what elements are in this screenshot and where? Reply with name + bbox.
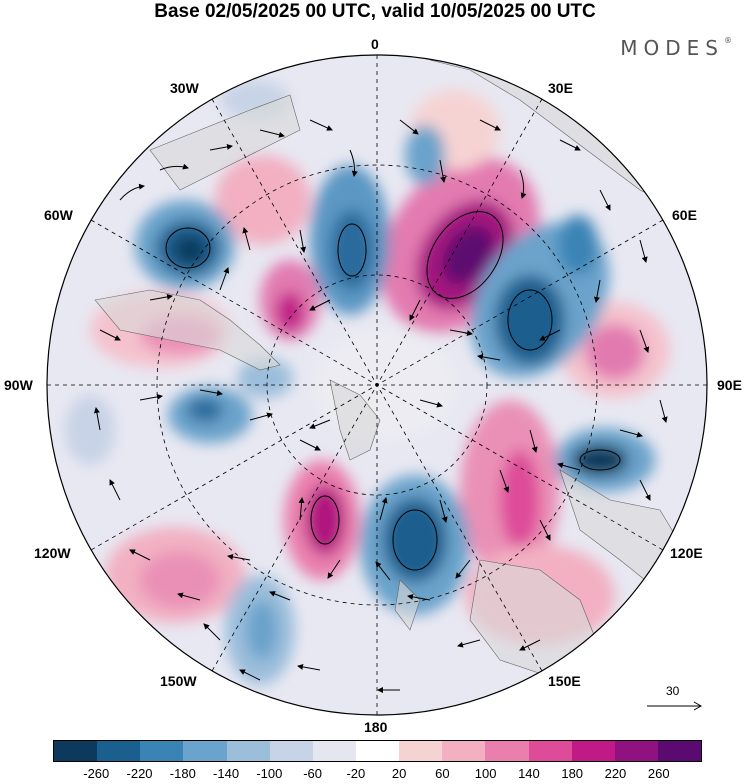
reference-vector-label: 30: [666, 684, 680, 698]
colorbar-tick-label: 20: [391, 766, 407, 781]
colorbar-tick-label: 60: [435, 766, 450, 781]
lon-label-150e: 150E: [548, 673, 581, 689]
colorbar-swatch: [183, 741, 227, 761]
reference-vector: 30: [644, 684, 704, 714]
brand-text: MODES: [620, 36, 724, 60]
colorbar-swatch: [312, 741, 356, 761]
colorbar-tick-label: -180: [169, 766, 196, 781]
graticule: [47, 55, 707, 715]
colorbar-tick-label: 100: [474, 766, 497, 781]
lon-label-180: 180: [364, 719, 388, 735]
colorbar-swatch: [442, 741, 486, 761]
lon-label-30e: 30E: [548, 80, 573, 96]
colorbar-swatch: [97, 741, 141, 761]
colorbar-tick-label: 140: [518, 766, 540, 781]
map-title: Base 02/05/2025 00 UTC, valid 10/05/2025…: [154, 1, 596, 22]
lon-label-90e: 90E: [717, 377, 742, 393]
colorbar-tick-label: -220: [126, 766, 153, 781]
colorbar-tick-label: -100: [256, 766, 283, 781]
lon-label-150w: 150W: [160, 673, 197, 689]
lon-label-0: 0: [371, 36, 379, 52]
colorbar-swatch: [528, 741, 572, 761]
colorbar-swatch: [571, 741, 615, 761]
map-disc: [47, 55, 707, 715]
lon-label-120e: 120E: [670, 545, 703, 561]
colorbar-swatch: [614, 741, 658, 761]
lon-label-60w: 60W: [44, 207, 73, 223]
colorbar-tick-label: -60: [303, 766, 322, 781]
colorbar-swatch: [355, 741, 400, 761]
colorbar-tick-label: 220: [604, 766, 627, 781]
colorbar-swatch: [140, 741, 184, 761]
wind-vectors: [93, 119, 668, 693]
anomaly-field: [65, 80, 670, 685]
colorbar-swatch: [269, 741, 313, 761]
anomaly-contours: [165, 211, 621, 571]
colorbar: [53, 740, 702, 762]
map-boundary: [46, 54, 708, 716]
colorbar-tick-label: 180: [561, 766, 584, 781]
lon-label-90w: 90W: [4, 377, 33, 393]
colorbar-swatch: [399, 741, 443, 761]
colorbar-tick-label: -20: [346, 766, 366, 781]
reference-arrow-icon: [647, 701, 703, 711]
colorbar-swatch: [657, 741, 702, 761]
colorbar-tick-label: -260: [83, 766, 110, 781]
colorbar-swatch: [54, 741, 98, 761]
lon-label-120w: 120W: [34, 545, 71, 561]
colorbar-tick-label: -140: [213, 766, 240, 781]
lon-label-60e: 60E: [672, 207, 697, 223]
modes-logo: MODES®: [620, 36, 732, 60]
colorbar-tick-labels: -260 -220 -180 -140 -100 -60 -20 20 60 100 140 180 2…: [0, 766, 750, 784]
registered-mark: ®: [724, 36, 732, 45]
lon-label-30w: 30W: [170, 80, 199, 96]
colorbar-swatch: [485, 741, 529, 761]
colorbar-swatch: [226, 741, 270, 761]
colorbar-tick-label: 260: [647, 766, 670, 781]
